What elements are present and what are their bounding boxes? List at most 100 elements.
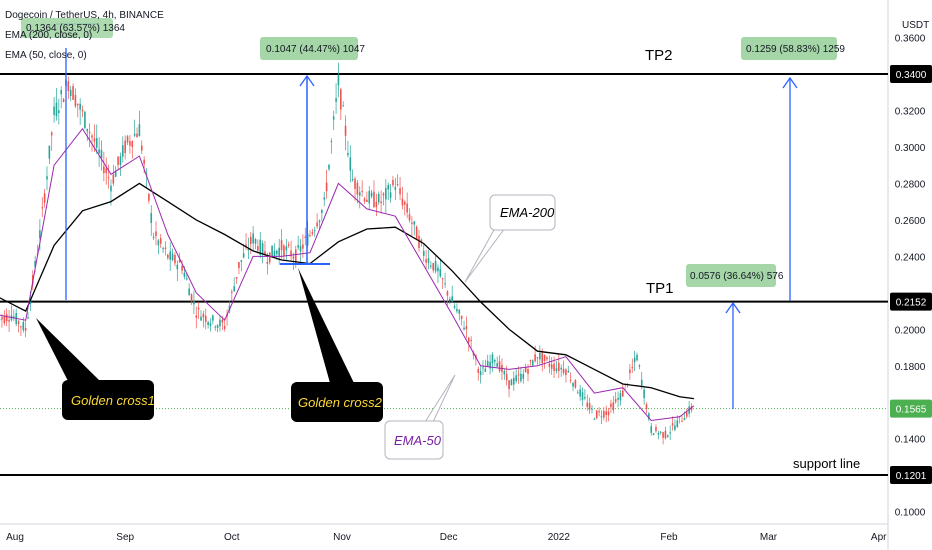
candle-body — [610, 403, 612, 408]
candle-body — [401, 198, 404, 206]
candle-body — [574, 380, 577, 388]
candle-body — [674, 425, 676, 430]
candle-body — [437, 267, 439, 272]
candle-body — [503, 371, 506, 375]
candle-body — [126, 136, 129, 143]
candle-body — [48, 145, 51, 159]
x-tick-label: Oct — [224, 532, 240, 543]
measure-tool-2 — [280, 74, 330, 265]
price-levels — [0, 73, 888, 476]
golden-cross-2-pointer — [298, 268, 354, 383]
candle-body — [91, 135, 93, 138]
y-tick-label: 0.2000 — [895, 325, 926, 336]
support-line-label: support line — [793, 456, 860, 471]
candle-body — [98, 149, 100, 154]
candle-body — [176, 264, 179, 270]
measure-label-3-bg — [741, 37, 837, 60]
candle-body — [681, 421, 683, 423]
plot-background — [0, 0, 888, 524]
candle-body — [266, 261, 269, 264]
candle-body — [363, 198, 366, 202]
candle-body — [631, 367, 634, 369]
candle-body — [591, 408, 593, 410]
candle-body — [387, 184, 390, 190]
candle-body — [309, 234, 311, 236]
candle-body — [321, 209, 323, 214]
candle-body — [181, 266, 183, 271]
candle-body — [498, 361, 501, 371]
level-tag-bg — [890, 466, 932, 484]
candle-body — [394, 187, 397, 190]
candle-body — [621, 390, 624, 397]
candle-body — [342, 105, 344, 107]
candle-body — [655, 427, 657, 432]
candle-body — [380, 201, 382, 204]
x-tick-label: Feb — [660, 532, 678, 543]
golden-cross-1-text: Golden cross1 — [71, 393, 155, 408]
candle-body — [159, 238, 162, 244]
candle-body — [20, 326, 22, 328]
y-tick-label: 0.1800 — [895, 362, 926, 373]
candle-body — [456, 308, 458, 312]
candle-body — [129, 141, 131, 146]
candle-body — [119, 156, 122, 166]
y-tick-label: 0.2400 — [895, 252, 926, 263]
candle-body — [252, 233, 254, 244]
candle-body — [117, 156, 119, 165]
candle-body — [581, 392, 584, 400]
candle-body — [657, 433, 660, 435]
candle-body — [292, 256, 295, 259]
candle-body — [496, 363, 499, 367]
candle-body — [406, 203, 408, 213]
candle-body — [486, 360, 489, 367]
level-tag-bg — [890, 292, 932, 311]
candle-body — [84, 111, 86, 129]
candle-body — [567, 371, 570, 373]
candle-body — [477, 369, 480, 373]
candle-body — [287, 244, 290, 246]
candle-body — [385, 188, 387, 200]
candle-body — [659, 431, 662, 433]
candle-body — [576, 392, 579, 394]
candle-body — [415, 226, 418, 240]
candle-body — [294, 249, 297, 264]
arrow-head-4 — [725, 301, 741, 314]
candle-body — [152, 236, 155, 239]
candle-body — [131, 141, 134, 148]
candle-body — [648, 413, 650, 420]
candle-body — [290, 250, 292, 257]
candle-body — [598, 411, 600, 413]
candle-body — [62, 99, 65, 102]
candle-body — [558, 362, 560, 372]
y-tick-label: 0.2600 — [895, 216, 926, 227]
candle-body — [247, 249, 250, 251]
candle-body — [202, 313, 205, 318]
candle-body — [543, 354, 546, 361]
candle-body — [41, 207, 44, 209]
candle-body — [1, 317, 3, 320]
candle-body — [489, 361, 491, 369]
candle-body — [458, 309, 461, 314]
candle-body — [93, 138, 96, 142]
candle-body — [249, 236, 252, 245]
candle-body — [662, 432, 664, 438]
candle-body — [569, 379, 572, 381]
y-tick-label: 0.3600 — [895, 34, 926, 45]
y-tick-label: 0.3000 — [895, 143, 926, 154]
candle-body — [451, 296, 453, 302]
candle-body — [515, 375, 517, 382]
ema-50-text: EMA-50 — [394, 433, 442, 448]
candle-body — [81, 109, 84, 112]
candle-body — [650, 426, 653, 433]
measure-label-3: 0.1259 (58.83%) 1259 — [741, 37, 845, 60]
candle-body — [553, 363, 555, 371]
candle-body — [95, 137, 98, 148]
candle-body — [112, 174, 115, 184]
candle-body — [235, 277, 238, 279]
candle-body — [124, 140, 126, 154]
candle-body — [43, 193, 46, 203]
ema-200-callout: EMA-200 — [464, 194, 556, 283]
candle-body — [664, 430, 667, 439]
candle-body — [617, 397, 619, 400]
